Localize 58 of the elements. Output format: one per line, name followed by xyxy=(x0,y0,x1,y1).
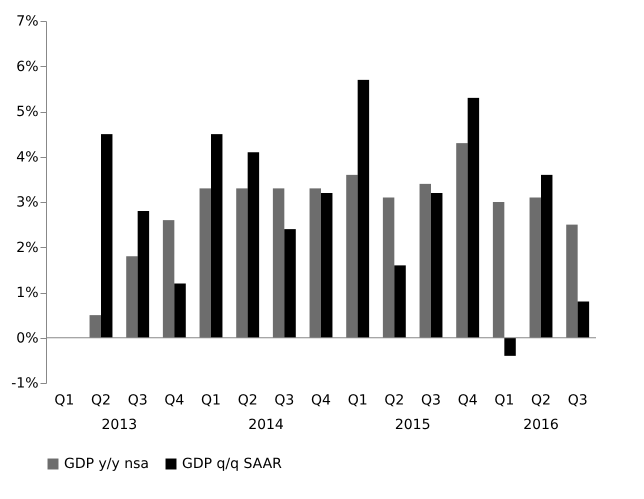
bar xyxy=(578,302,590,338)
text: 2015 xyxy=(394,417,430,433)
bar xyxy=(420,184,431,338)
bar xyxy=(126,256,138,338)
bar xyxy=(200,188,211,338)
x-tick-label: Q2 xyxy=(531,392,551,408)
y-tick-label: 0% xyxy=(16,330,38,346)
text: 2016 xyxy=(523,417,559,433)
bar xyxy=(138,211,150,338)
x-tick-label: Q4 xyxy=(164,392,184,408)
bar xyxy=(101,134,112,338)
y-tick-label: 3% xyxy=(16,194,38,210)
y-tick-label: 6% xyxy=(16,58,38,75)
y-tick-label: 1% xyxy=(16,285,38,301)
x-tick-label: Q1 xyxy=(54,392,74,408)
bar xyxy=(431,192,442,338)
bar xyxy=(248,152,260,338)
x-tick-label: Q3 xyxy=(568,392,588,408)
x-tick-label: Q1 xyxy=(494,392,514,408)
bar xyxy=(358,80,370,338)
y-tick-label: 7% xyxy=(16,14,38,30)
x-tick-label: Q4 xyxy=(458,392,478,408)
bar xyxy=(162,220,174,338)
x-tick-label: Q2 xyxy=(91,392,111,408)
x-tick-label: Q2 xyxy=(238,392,258,408)
x-tick-label: Q3 xyxy=(128,392,148,408)
x-tick-label: Q2 xyxy=(384,392,404,408)
bar xyxy=(90,315,101,338)
bar xyxy=(541,174,552,338)
x-tick-label: Q3 xyxy=(421,392,441,408)
bar xyxy=(530,197,541,338)
text: 2014 xyxy=(248,417,284,433)
bar xyxy=(236,188,248,338)
y-tick-label: 4% xyxy=(16,149,38,166)
y-tick-label: 2% xyxy=(16,240,38,256)
legend-label: GDP y/y nsa xyxy=(64,456,150,472)
bar xyxy=(492,202,504,338)
x-tick-label: Q4 xyxy=(311,392,332,408)
bar xyxy=(504,338,516,356)
legend-label: GDP q/q SAAR xyxy=(182,456,282,472)
bar xyxy=(211,134,222,338)
y-tick-label: 5% xyxy=(16,104,38,120)
bar xyxy=(468,98,480,338)
text: 2013 xyxy=(102,417,138,433)
bar xyxy=(321,192,332,338)
bar xyxy=(174,283,186,338)
x-tick-label: Q3 xyxy=(274,392,294,408)
y-tick-label: -1% xyxy=(11,376,38,392)
bar xyxy=(394,265,406,338)
x-tick-label: Q1 xyxy=(348,392,368,408)
bar xyxy=(566,224,578,338)
bar xyxy=(272,188,284,338)
bar xyxy=(346,174,358,338)
bar xyxy=(456,143,468,338)
x-tick-label: Q1 xyxy=(201,392,221,408)
bar xyxy=(382,197,394,338)
bar xyxy=(310,188,321,338)
bar xyxy=(284,229,296,338)
